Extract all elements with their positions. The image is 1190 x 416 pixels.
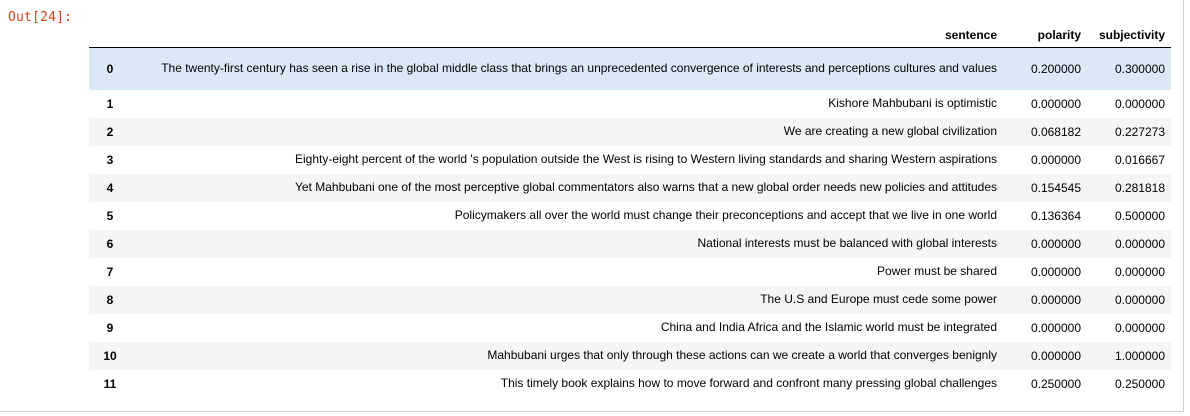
cell-polarity: 0.154545 [1030, 180, 1081, 195]
row-index: 9 [106, 320, 114, 335]
cell-polarity: 0.000000 [1030, 96, 1081, 111]
cell-sentence: This timely book explains how to move fo… [500, 376, 997, 390]
output-prompt: Out[24]: [8, 10, 73, 25]
header-row: sentence polarity subjectivity [89, 23, 1171, 48]
cell-sentence: The twenty-first century has seen a rise… [161, 61, 997, 76]
cell-sentence: China and India Africa and the Islamic w… [660, 320, 997, 334]
cell-polarity: 0.068182 [1030, 124, 1081, 139]
column-header-subjectivity: subjectivity [1087, 23, 1171, 48]
cell-sentence: National interests must be balanced with… [697, 236, 998, 250]
cell-polarity: 0.250000 [1030, 376, 1081, 391]
table-row[interactable]: 9 China and India Africa and the Islamic … [89, 313, 1171, 342]
cell-subjectivity: 0.500000 [1114, 208, 1165, 223]
table-row[interactable]: 7 Power must be shared 0.000000 0.000000 [89, 257, 1171, 286]
cell-polarity: 0.200000 [1030, 61, 1081, 76]
row-index: 3 [106, 152, 114, 167]
cell-polarity: 0.000000 [1030, 264, 1081, 279]
row-index: 8 [106, 292, 114, 307]
table-row[interactable]: 5 Policymakers all over the world must ch… [89, 201, 1171, 230]
cell-subjectivity: 0.000000 [1114, 236, 1165, 251]
row-index: 5 [106, 208, 114, 223]
cell-sentence: Policymakers all over the world must cha… [454, 208, 997, 222]
row-index: 4 [106, 180, 114, 195]
cell-subjectivity: 0.000000 [1114, 320, 1165, 335]
cell-subjectivity: 0.281818 [1114, 180, 1165, 195]
column-header-index [89, 23, 131, 48]
row-index: 11 [103, 376, 117, 391]
row-index: 1 [106, 96, 114, 111]
cell-subjectivity: 0.000000 [1114, 264, 1165, 279]
cell-subjectivity: 0.250000 [1114, 376, 1165, 391]
table-row[interactable]: 0 The twenty-first century has seen a ris… [89, 47, 1171, 90]
row-index: 10 [103, 348, 117, 363]
cell-polarity: 0.136364 [1030, 208, 1081, 223]
cell-subjectivity: 1.000000 [1114, 348, 1165, 363]
cell-subjectivity: 0.227273 [1114, 124, 1165, 139]
row-index: 2 [106, 124, 114, 139]
column-header-sentence: sentence [131, 23, 1003, 48]
cell-sentence: Yet Mahbubani one of the most perceptive… [295, 180, 997, 194]
cell-sentence: The U.S and Europe must cede some power [760, 292, 997, 306]
cell-sentence: Mahbubani urges that only through these … [487, 348, 997, 362]
cell-sentence: We are creating a new global civilizatio… [783, 124, 997, 138]
cell-sentence: Eighty-eight percent of the world 's pop… [295, 152, 997, 166]
cell-subjectivity: 0.000000 [1114, 96, 1165, 111]
table-row[interactable]: 1 Kishore Mahbubani is optimistic 0.000000… [89, 89, 1171, 118]
cell-subjectivity: 0.000000 [1114, 292, 1165, 307]
dataframe-table: sentence polarity subjectivity 0 The twen… [89, 23, 1171, 398]
table-row[interactable]: 4 Yet Mahbubani one of the most perceptiv… [89, 173, 1171, 202]
table-body: 0 The twenty-first century has seen a ris… [89, 47, 1171, 398]
table-row[interactable]: 2 We are creating a new global civilizati… [89, 117, 1171, 146]
row-index: 7 [106, 264, 114, 279]
table-row[interactable]: 11 This timely book explains how to move … [89, 369, 1171, 398]
row-index: 0 [106, 61, 114, 76]
column-header-polarity: polarity [1003, 23, 1087, 48]
cell-polarity: 0.000000 [1030, 236, 1081, 251]
cell-sentence: Power must be shared [876, 264, 997, 278]
cell-subjectivity: 0.016667 [1114, 152, 1165, 167]
cell-subjectivity: 0.300000 [1114, 61, 1165, 76]
row-index: 6 [106, 236, 114, 251]
cell-polarity: 0.000000 [1030, 348, 1081, 363]
cell-sentence: Kishore Mahbubani is optimistic [828, 96, 997, 110]
table-row[interactable]: 8 The U.S and Europe must cede some power… [89, 285, 1171, 314]
cell-polarity: 0.000000 [1030, 152, 1081, 167]
table-row[interactable]: 6 National interests must be balanced wit… [89, 229, 1171, 258]
table-row[interactable]: 10 Mahbubani urges that only through thes… [89, 341, 1171, 370]
cell-polarity: 0.000000 [1030, 292, 1081, 307]
cell-polarity: 0.000000 [1030, 320, 1081, 335]
table-row[interactable]: 3 Eighty-eight percent of the world 's po… [89, 145, 1171, 174]
table-header: sentence polarity subjectivity [89, 23, 1171, 48]
